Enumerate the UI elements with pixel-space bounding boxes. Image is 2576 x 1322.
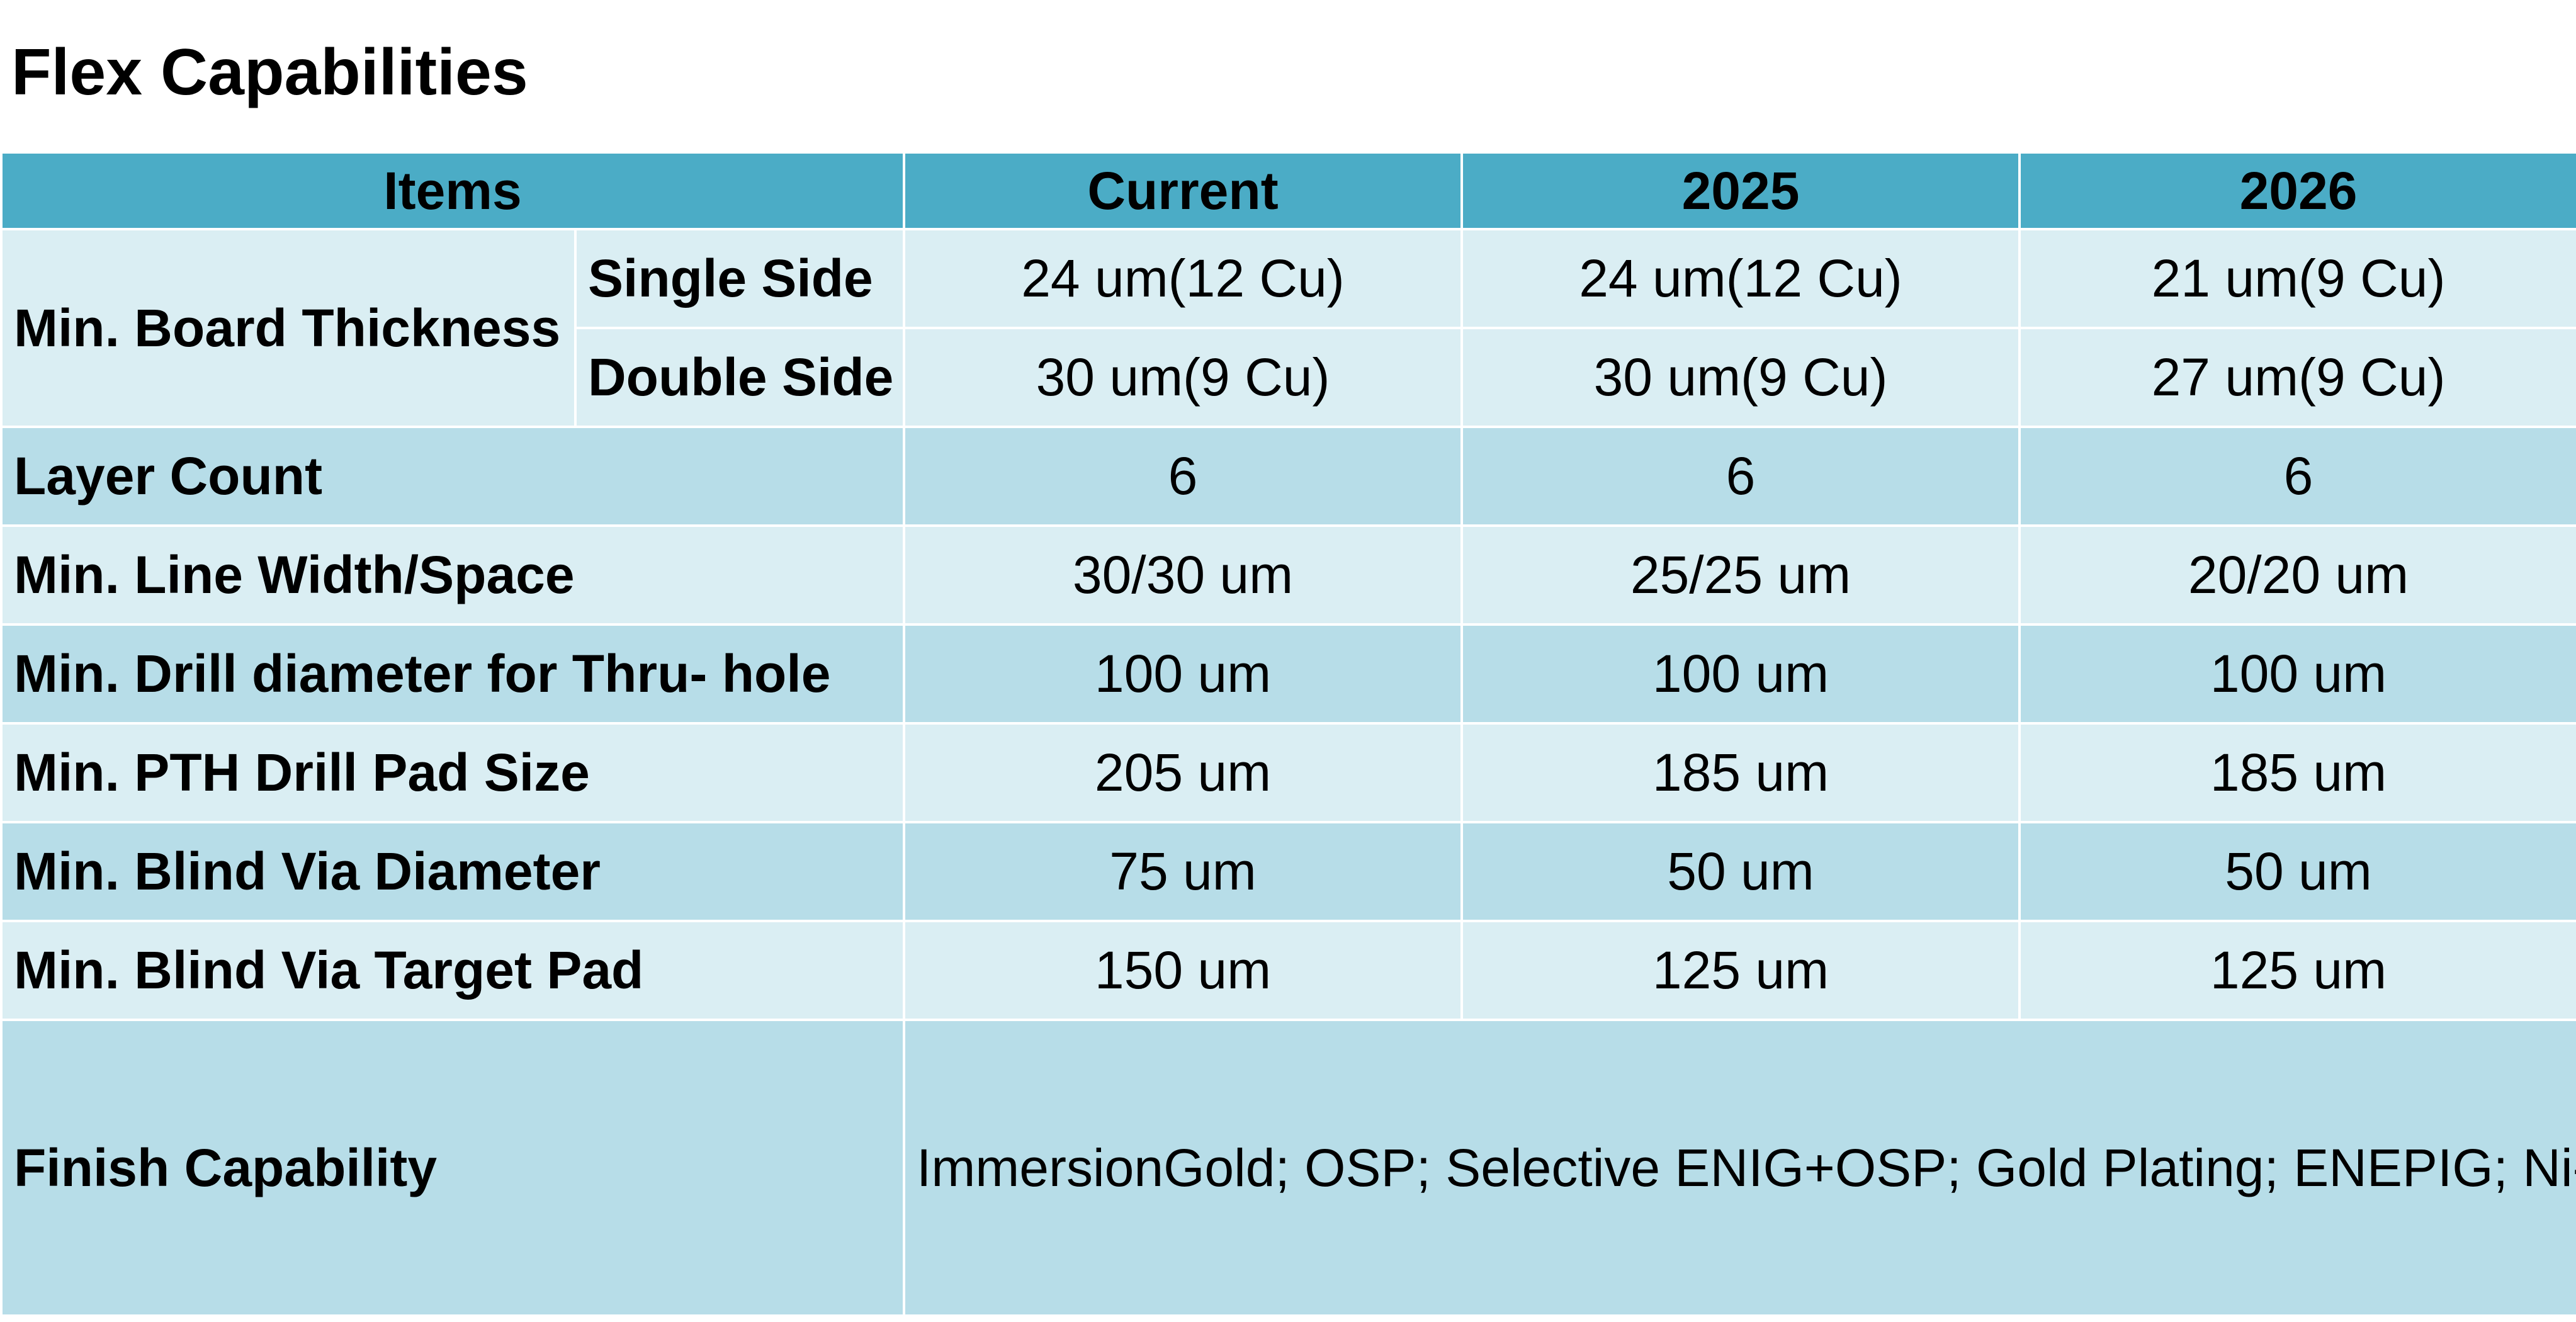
header-items: Items: [0, 151, 905, 230]
table-cell: 185 um: [1460, 722, 2021, 823]
row-label: Min. Blind Via Diameter: [0, 821, 905, 922]
table-cell: 150 um: [903, 920, 1463, 1021]
table-cell: 27 um(9 Cu): [2018, 327, 2576, 428]
capabilities-table: Items Current 2025 2026 Min. Board Thick…: [0, 151, 2576, 1317]
table-cell: 125 um: [1460, 920, 2021, 1021]
table-row: Min. Drill diameter for Thru- hole 100 u…: [0, 623, 2576, 725]
table-row: Min. Board Thickness Single Side 24 um(1…: [0, 228, 2576, 428]
table-header-row: Items Current 2025 2026: [0, 151, 2576, 230]
double-side-label: Double Side: [574, 327, 905, 428]
table-cell: 100 um: [2018, 623, 2576, 725]
table-cell: 100 um: [903, 623, 1463, 725]
table-cell: 21 um(9 Cu): [2018, 228, 2576, 329]
header-2025: 2025: [1460, 151, 2021, 230]
table-cell: 100 um: [1460, 623, 2021, 725]
board-thickness-label: Min. Board Thickness: [0, 228, 577, 428]
table-row: Min. Line Width/Space 30/30 um 25/25 um …: [0, 524, 2576, 626]
row-label: Min. Line Width/Space: [0, 524, 905, 626]
table-row: Double Side 30 um(9 Cu) 30 um(9 Cu) 27 u…: [1, 327, 2576, 428]
table-row: Finish Capability ImmersionGold; OSP; Se…: [0, 1019, 2576, 1317]
single-side-label: Single Side: [574, 228, 905, 329]
table-cell: 6: [903, 426, 1463, 527]
table-row: Min. Blind Via Diameter 75 um 50 um 50 u…: [0, 821, 2576, 922]
table-cell: 20/20 um: [2018, 524, 2576, 626]
table-cell: 75 um: [903, 821, 1463, 922]
row-label: Layer Count: [0, 426, 905, 527]
finish-capability-value: ImmersionGold; OSP; Selective ENIG+OSP; …: [903, 1019, 2576, 1317]
table-cell: 24 um(12 Cu): [903, 228, 1463, 329]
table-cell: 50 um: [1460, 821, 2021, 922]
table-row: Min. Blind Via Target Pad 150 um 125 um …: [0, 920, 2576, 1021]
table-cell: 24 um(12 Cu): [1460, 228, 2021, 329]
table-cell: 6: [1460, 426, 2021, 527]
table-cell: 50 um: [2018, 821, 2576, 922]
table-cell: 25/25 um: [1460, 524, 2021, 626]
header-2026: 2026: [2018, 151, 2576, 230]
header-current: Current: [903, 151, 1463, 230]
table-row: Min. PTH Drill Pad Size 205 um 185 um 18…: [0, 722, 2576, 823]
table-cell: 6: [2018, 426, 2576, 527]
row-label: Min. Drill diameter for Thru- hole: [0, 623, 905, 725]
row-label: Min. Blind Via Target Pad: [0, 920, 905, 1021]
table-cell: 30/30 um: [903, 524, 1463, 626]
table-cell: 125 um: [2018, 920, 2576, 1021]
finish-capability-label: Finish Capability: [0, 1019, 905, 1317]
table-cell: 185 um: [2018, 722, 2576, 823]
page-title: Flex Capabilities: [11, 36, 528, 109]
table-cell: 30 um(9 Cu): [1460, 327, 2021, 428]
row-label: Min. PTH Drill Pad Size: [0, 722, 905, 823]
table-cell: 30 um(9 Cu): [903, 327, 1463, 428]
table-cell: 205 um: [903, 722, 1463, 823]
table-row: Layer Count 6 6 6: [0, 426, 2576, 527]
